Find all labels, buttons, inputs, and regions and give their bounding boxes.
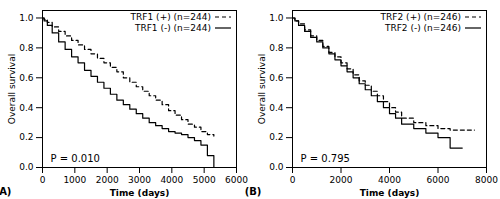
svg-text:(B): (B) [245,186,262,197]
svg-text:TRF1 (+) (n=244): TRF1 (+) (n=244) [130,12,211,22]
svg-text:0.6: 0.6 [269,73,284,83]
svg-text:3000: 3000 [128,175,151,185]
svg-text:0.8: 0.8 [269,43,284,53]
svg-text:1.0: 1.0 [19,13,34,23]
svg-text:TRF1 (-) (n=244): TRF1 (-) (n=244) [134,23,211,33]
svg-text:Overall survival: Overall survival [7,54,17,124]
svg-text:P = 0.795: P = 0.795 [301,153,350,164]
svg-text:2000: 2000 [330,175,353,185]
svg-text:Overall survival: Overall survival [257,54,267,124]
svg-text:P = 0.010: P = 0.010 [51,153,100,164]
svg-text:0.2: 0.2 [19,132,33,142]
svg-text:0.0: 0.0 [269,162,284,172]
svg-text:Time (days): Time (days) [360,188,420,198]
svg-text:8000: 8000 [475,175,498,185]
svg-text:4000: 4000 [160,175,183,185]
svg-text:(A): (A) [0,186,11,197]
svg-text:6000: 6000 [427,175,450,185]
svg-text:5000: 5000 [193,175,216,185]
svg-text:TRF2 (-) (n=246): TRF2 (-) (n=246) [384,23,461,33]
svg-text:0.0: 0.0 [19,162,34,172]
svg-text:1.0: 1.0 [269,13,284,23]
svg-text:6000: 6000 [225,175,248,185]
svg-text:Time (days): Time (days) [110,188,170,198]
svg-text:1000: 1000 [63,175,86,185]
svg-text:0.6: 0.6 [19,73,34,83]
svg-text:0.4: 0.4 [269,103,284,113]
svg-text:0: 0 [290,175,296,185]
svg-text:0.8: 0.8 [19,43,34,53]
svg-text:0: 0 [40,175,46,185]
svg-text:0.4: 0.4 [19,103,34,113]
svg-text:0.2: 0.2 [269,132,283,142]
svg-text:4000: 4000 [378,175,401,185]
svg-text:TRF2 (+) (n=246): TRF2 (+) (n=246) [380,12,461,22]
svg-text:2000: 2000 [96,175,119,185]
